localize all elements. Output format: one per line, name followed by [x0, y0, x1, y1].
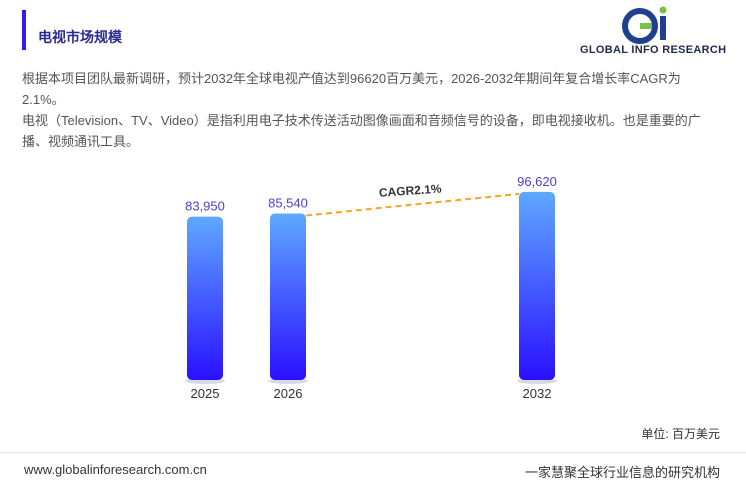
value-label-2032: 96,620	[517, 174, 557, 189]
title-accent-bar	[22, 10, 26, 50]
unit-label: 单位: 百万美元	[641, 427, 720, 441]
description-line-1: 根据本项目团队最新调研，预计2032年全球电视产值达到96620百万美元，202…	[22, 71, 681, 107]
cagr-annotation: CAGR2.1%	[378, 182, 442, 200]
logo-text: GLOBAL INFO RESEARCH	[580, 44, 727, 56]
description-line-2: 电视（Television、TV、Video）是指利用电子技术传送活动图像画面和…	[22, 113, 701, 149]
cagr-trend-line	[305, 192, 520, 217]
category-label-2025: 2025	[191, 386, 220, 401]
footer-website[interactable]: www.globalinforesearch.com.cn	[24, 462, 207, 477]
footer-slogan: 一家慧聚全球行业信息的研究机构	[524, 465, 720, 480]
bar-chart: 83,950 2025 85,540 2026 96,620 2032 CAGR2.1%	[185, 174, 557, 401]
value-label-2025: 83,950	[185, 199, 225, 214]
description: 根据本项目团队最新调研，预计2032年全球电视产值达到96620百万美元，202…	[22, 68, 722, 152]
bar-2032	[519, 191, 555, 380]
value-label-2026: 85,540	[268, 195, 308, 210]
bar-2026	[270, 213, 306, 380]
category-label-2026: 2026	[274, 386, 303, 401]
page-title: 电视市场规模	[38, 29, 122, 45]
category-label-2032: 2032	[523, 386, 552, 401]
company-logo	[622, 6, 667, 44]
bar-2025	[187, 216, 223, 380]
footer-divider	[0, 452, 746, 453]
